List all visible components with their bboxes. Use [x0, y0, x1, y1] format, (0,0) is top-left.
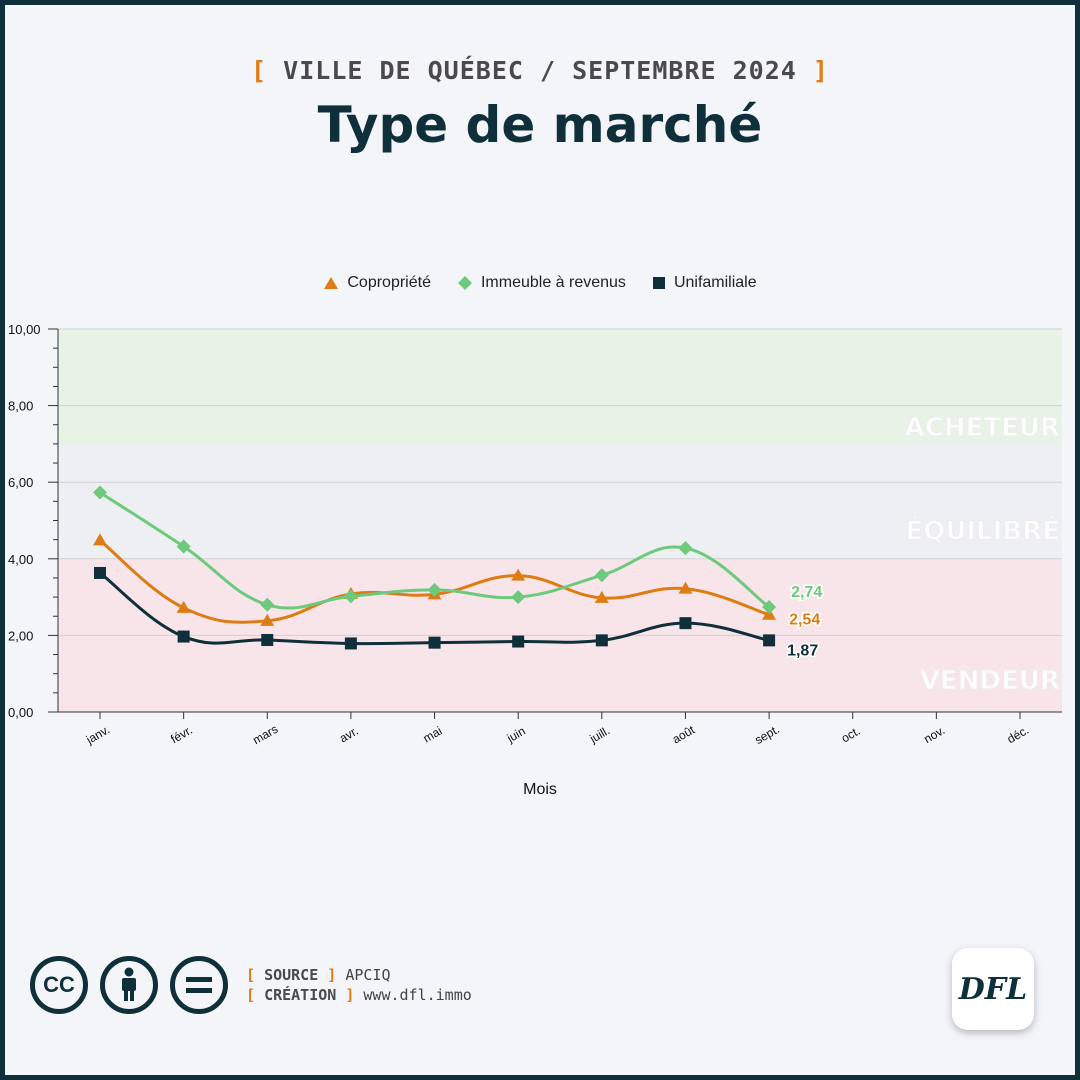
dfl-logo: DFL: [952, 948, 1034, 1030]
x-tick-label: août: [670, 722, 698, 746]
chart-legend: Copropriété Immeuble à revenus Unifamili…: [0, 274, 1080, 292]
footer: CC [ SOURCE ] APCIQ [ CRÉATION ] www.dfl…: [30, 956, 472, 1014]
data-point-triangle[interactable]: [594, 590, 609, 603]
x-axis-label: Mois: [523, 781, 557, 798]
zone-0: [58, 329, 1062, 444]
x-tick-label: juill.: [587, 723, 613, 746]
data-point-square[interactable]: [763, 634, 776, 647]
y-tick-label: 4,00: [8, 552, 33, 567]
legend-item-copropriete[interactable]: Copropriété: [323, 274, 431, 292]
y-tick-label: 10,00: [8, 322, 41, 337]
data-point-diamond[interactable]: [427, 582, 442, 597]
x-tick-label: sept.: [752, 722, 782, 747]
end-value-label: 2,54: [789, 612, 820, 629]
creation-line: [ CRÉATION ] www.dfl.immo: [246, 986, 472, 1004]
data-point-square[interactable]: [512, 635, 525, 648]
y-tick-label: 6,00: [8, 475, 33, 490]
supertitle-text: VILLE DE QUÉBEC / SEPTEMBRE 2024: [283, 56, 797, 85]
square-icon: [652, 277, 665, 289]
x-tick-label: mai: [421, 724, 445, 746]
data-point-square[interactable]: [595, 634, 608, 647]
end-value-label: 1,87: [787, 642, 818, 659]
data-point-square[interactable]: [177, 630, 190, 643]
data-point-diamond[interactable]: [176, 539, 191, 554]
x-tick-label: janv.: [83, 722, 112, 747]
x-tick-label: juin: [504, 724, 528, 746]
x-tick-label: févr.: [168, 723, 195, 746]
market-type-chart: ACHETEUR ÉQUILIBRÉ VENDEUR 0,00 2,00 4,00 6,00…: [8, 322, 1062, 798]
y-tick-label: 2,00: [8, 628, 33, 643]
data-point-square[interactable]: [94, 566, 106, 579]
zone-label: ACHETEUR: [905, 413, 1060, 443]
source-value: APCIQ: [345, 966, 391, 984]
x-tick-label: oct.: [839, 724, 863, 746]
data-point-diamond[interactable]: [343, 589, 358, 604]
data-point-triangle[interactable]: [511, 568, 526, 581]
x-tick-label: nov.: [921, 723, 947, 746]
data-point-diamond[interactable]: [260, 597, 275, 612]
data-point-square[interactable]: [261, 633, 274, 646]
data-point-triangle[interactable]: [176, 600, 191, 613]
legend-label: Unifamiliale: [673, 274, 757, 291]
end-value-label: 2,74: [791, 584, 822, 601]
legend-item-immeuble[interactable]: Immeuble à revenus: [457, 274, 626, 292]
legend-label: Immeuble à revenus: [480, 274, 626, 291]
source-line: [ SOURCE ] APCIQ: [246, 966, 391, 984]
data-point-triangle[interactable]: [678, 581, 693, 594]
diamond-icon: [457, 276, 472, 290]
cc-icon: CC: [30, 956, 88, 1014]
data-point-square[interactable]: [344, 637, 357, 650]
data-point-diamond[interactable]: [511, 590, 526, 605]
zone-label: ÉQUILIBRÉ: [906, 515, 1061, 547]
y-tick-label: 0,00: [8, 705, 33, 720]
x-tick-label: mars: [250, 722, 280, 747]
triangle-icon: [324, 277, 339, 289]
x-tick-label: déc.: [1005, 723, 1032, 746]
creation-link[interactable]: www.dfl.immo: [363, 986, 472, 1004]
zone-1: [58, 443, 1062, 559]
no-derivatives-icon: [170, 956, 228, 1014]
page-supertitle: [ VILLE DE QUÉBEC / SEPTEMBRE 2024 ]: [251, 56, 829, 85]
data-point-diamond[interactable]: [93, 485, 107, 500]
data-point-triangle[interactable]: [260, 613, 275, 626]
legend-item-unifamiliale[interactable]: Unifamiliale: [652, 274, 757, 292]
y-tick-label: 8,00: [8, 399, 33, 414]
zone-label: VENDEUR: [920, 666, 1060, 696]
x-tick-label: avr.: [337, 724, 361, 746]
data-point-diamond[interactable]: [762, 600, 777, 615]
data-point-diamond[interactable]: [678, 541, 693, 556]
data-point-diamond[interactable]: [594, 568, 609, 583]
attribution-icon: [100, 956, 158, 1014]
data-point-square[interactable]: [679, 617, 692, 630]
legend-label: Copropriété: [347, 274, 431, 291]
credits: [ SOURCE ] APCIQ [ CRÉATION ] www.dfl.im…: [246, 965, 472, 1005]
data-point-triangle[interactable]: [93, 533, 107, 546]
data-point-square[interactable]: [428, 636, 441, 649]
page-title: Type de marché: [317, 96, 763, 154]
